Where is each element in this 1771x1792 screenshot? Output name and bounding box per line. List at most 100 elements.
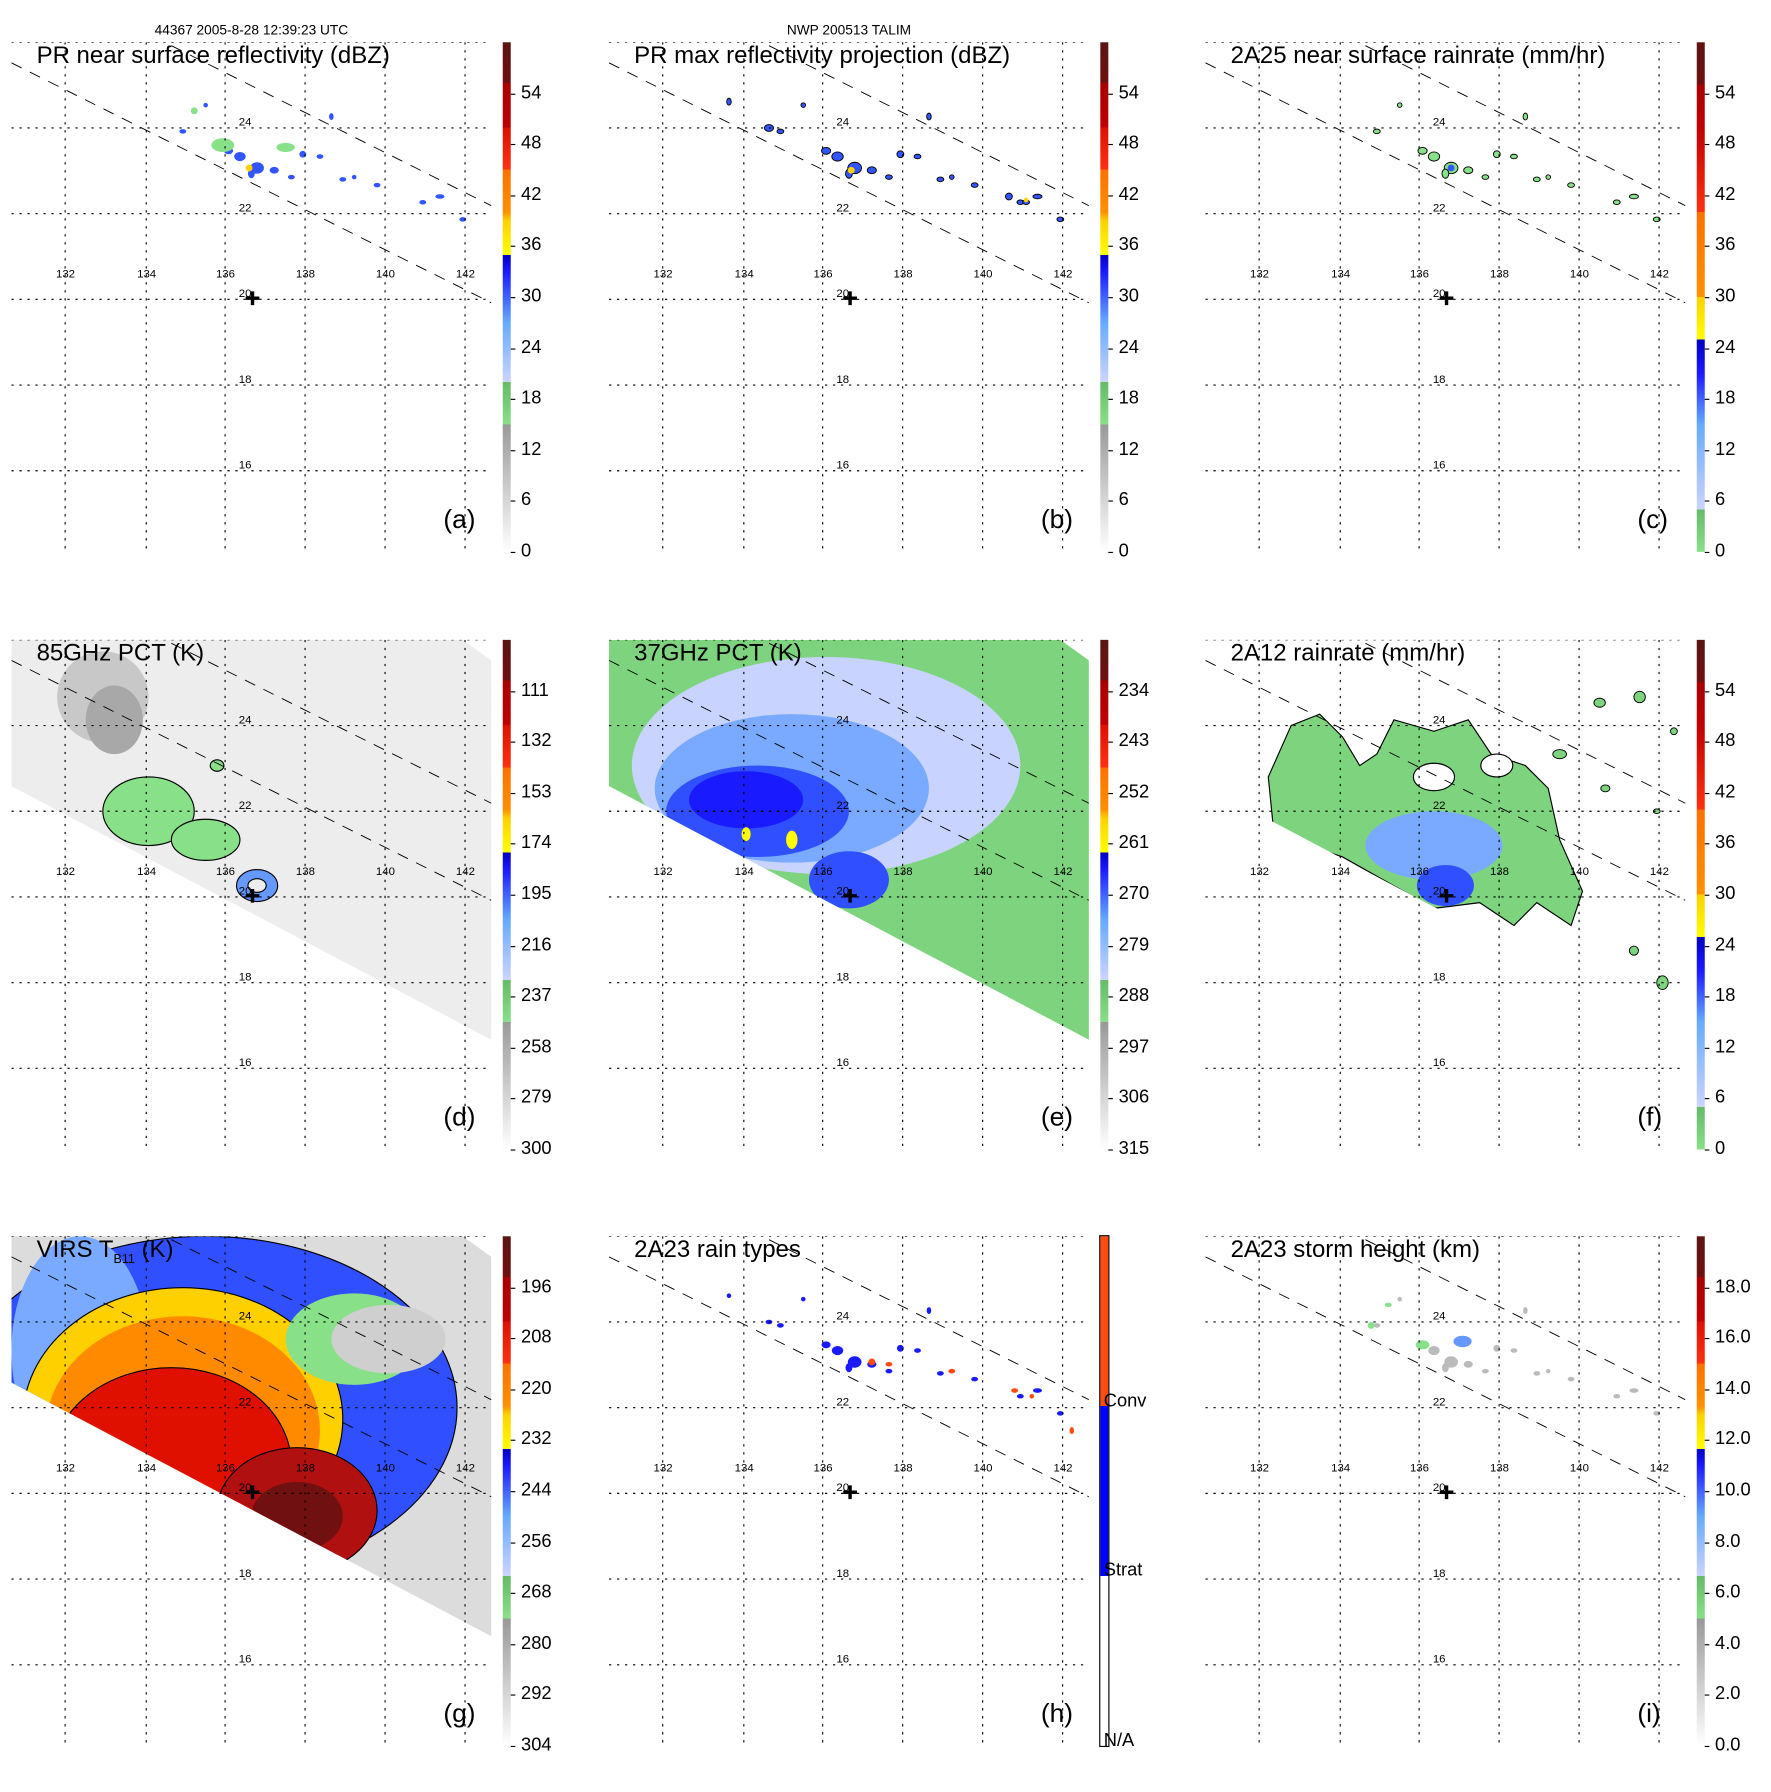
colorbar-label: 10.0 (1715, 1480, 1751, 1501)
colorbar-tick (1108, 741, 1113, 743)
colorbar-tick (1704, 500, 1710, 503)
colorbar-tick (1108, 398, 1113, 401)
latitude-label: 18 (836, 374, 849, 386)
echo-cell (896, 1344, 904, 1352)
panel-title: 85GHz PCT (K) (37, 640, 205, 667)
colorbar-tick (1108, 297, 1113, 299)
panel-title: 2A23 rain types (634, 1236, 801, 1263)
colorbar-tick (510, 690, 516, 692)
latitude-label: 24 (239, 117, 252, 129)
colorbar-tick (1704, 690, 1710, 692)
echo-cell (1372, 128, 1381, 135)
echo-cell (1417, 146, 1428, 155)
panel-letter: (b) (1040, 503, 1074, 534)
panel-title-text: 2A23 storm height (km) (1230, 1236, 1480, 1263)
latitude-label: 18 (239, 374, 252, 386)
longitude-label: 140 (973, 1463, 992, 1475)
echo-cell (1384, 1302, 1392, 1308)
echo-region (688, 771, 804, 829)
longitude-label: 132 (654, 1463, 673, 1475)
colorbar-label: Strat (1103, 1561, 1143, 1581)
colorbar-label: 304 (521, 1735, 552, 1756)
colorbar-tick (1108, 1047, 1113, 1049)
echo-cell (329, 113, 334, 120)
echo-cell (936, 1371, 944, 1376)
echo-cell (1453, 1335, 1472, 1348)
colorbar-label: 6 (521, 490, 532, 511)
colorbar-label: 243 (1118, 731, 1150, 751)
map-canvas: 262422201816132134136138140142 (1205, 629, 1686, 1147)
echo-cell (800, 102, 806, 108)
latitude-label: 16 (239, 459, 252, 471)
echo-cell (1600, 784, 1611, 793)
map-g: 262422201816132134136138140142VIRS TB11 … (11, 1225, 552, 1755)
echo-cell (1612, 199, 1621, 205)
colorbar-label: 14.0 (1715, 1378, 1751, 1399)
colorbar-label: 6 (1715, 490, 1726, 511)
echo-cell (868, 1358, 876, 1366)
longitude-label: 138 (1490, 1463, 1509, 1475)
echo-cell (1032, 193, 1043, 200)
longitude-label: 142 (1053, 866, 1072, 878)
swath-edge (1205, 62, 1686, 304)
echo-region (1412, 762, 1456, 792)
echo-cell (1481, 1368, 1489, 1374)
colorbar-tick (510, 1440, 516, 1442)
colorbar-tick (1108, 500, 1113, 503)
colorbar-tick (510, 500, 516, 503)
echo-cell (1567, 182, 1575, 188)
colorbar (1696, 42, 1705, 552)
colorbar-label: 18 (1118, 388, 1139, 409)
longitude-label: 136 (814, 269, 833, 281)
colorbar-tick (510, 792, 516, 794)
echo-cell (1481, 174, 1490, 180)
echo-cell (1593, 697, 1606, 708)
echo-region (331, 1304, 446, 1374)
latitude-label: 26 (239, 640, 252, 641)
latitude-label: 16 (1433, 1653, 1446, 1665)
panel-title: PR near surface reflectivity (dBZ) (37, 42, 390, 69)
colorbar-label: 24 (1715, 337, 1736, 358)
colorbar-label: 8.0 (1715, 1531, 1741, 1552)
colorbar-tick (510, 449, 516, 452)
echo-cell (1373, 1323, 1381, 1328)
colorbar-tick (510, 1745, 516, 1748)
colorbar-tick (510, 551, 516, 554)
colorbar-label: 42 (1715, 782, 1736, 802)
longitude-label: 140 (1570, 866, 1589, 878)
colorbar-tick (510, 297, 516, 299)
colorbar-tick (510, 843, 516, 845)
colorbar-tick (1704, 297, 1710, 299)
colorbar-label: 258 (521, 1037, 552, 1057)
colorbar-label: 36 (1715, 235, 1736, 256)
colorbar-tick (1704, 1745, 1710, 1748)
latitude-label: 24 (836, 117, 849, 129)
echo-cell (339, 177, 347, 182)
echo-cell (1441, 168, 1450, 179)
map-b: 262422201816132134136138140142PR max ref… (608, 31, 1139, 561)
colorbar-label: 30 (1715, 286, 1736, 307)
colorbar (502, 42, 511, 552)
colorbar-tick (510, 195, 516, 197)
panel-letter: (e) (1040, 1101, 1074, 1132)
echo-cell (821, 146, 832, 155)
longitude-label: 142 (1650, 269, 1669, 281)
latitude-label: 18 (836, 971, 849, 983)
echo-cell (926, 112, 932, 121)
panel-title-text: PR near surface reflectivity (dBZ) (36, 42, 390, 69)
latitude-label: 24 (1433, 117, 1446, 129)
colorbar-label: 36 (1118, 235, 1139, 256)
colorbar-tick (1108, 843, 1113, 845)
longitude-label: 140 (376, 269, 395, 281)
colorbar-tick (1108, 144, 1113, 146)
swath-edge (608, 660, 1090, 901)
echo-cell (800, 1296, 806, 1302)
colorbar (1100, 639, 1109, 1150)
longitude-label: 138 (296, 1463, 315, 1475)
colorbar-tick (1704, 996, 1710, 998)
colorbar-label: 261 (1118, 833, 1150, 853)
latitude-label: 18 (1433, 1568, 1446, 1580)
echo-cell (1532, 176, 1541, 183)
echo-region (209, 759, 225, 772)
echo-cell (831, 151, 844, 162)
